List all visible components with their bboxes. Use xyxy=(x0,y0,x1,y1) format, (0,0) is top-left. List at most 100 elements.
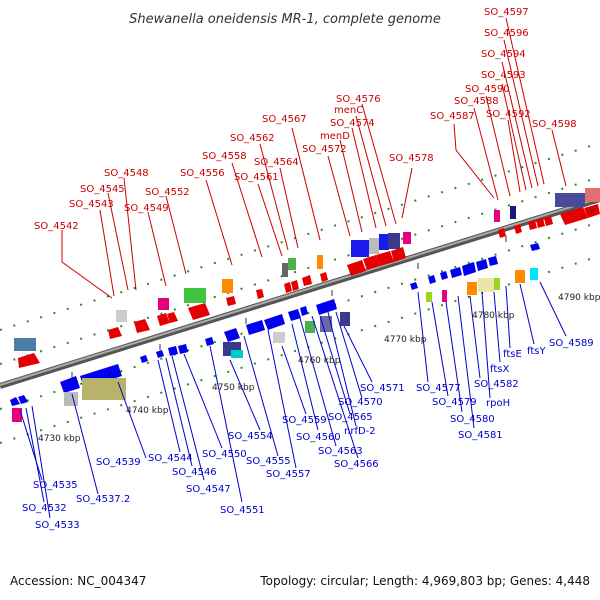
gene-label: SO_4576 xyxy=(336,94,381,105)
gene-block xyxy=(340,312,350,326)
gene-label: SO_4543 xyxy=(69,199,114,210)
gene-arrow xyxy=(156,350,164,358)
gene-arrow xyxy=(363,255,380,270)
gene-arrow xyxy=(410,282,418,290)
gene-block xyxy=(231,350,243,358)
gene-arrow xyxy=(347,260,366,276)
gene-label: SO_4551 xyxy=(220,505,265,516)
reverse-strand-genes xyxy=(10,243,540,422)
gene-block xyxy=(116,310,127,322)
gene-label: SO_4537.2 xyxy=(76,494,130,505)
gene-block xyxy=(317,255,323,269)
gene-arrow xyxy=(205,337,214,346)
gene-label: SO_4567 xyxy=(262,114,307,125)
gene-arrow xyxy=(256,289,264,299)
gene-label: SO_4550 xyxy=(202,449,247,460)
gene-arrow xyxy=(188,303,210,320)
map-title: Shewanella oneidensis MR-1, complete gen… xyxy=(129,12,441,27)
gene-label: SO_4560 xyxy=(296,432,341,443)
scale-ticks: 4730 kbp 4740 kbp 4750 kbp 4760 kbp 4770… xyxy=(38,209,600,444)
gene-label: SO_4577 xyxy=(416,383,461,394)
tick-label: 4740 kbp xyxy=(126,406,169,416)
gene-label: SO_4565 xyxy=(328,412,373,423)
gene-arrow xyxy=(391,247,406,262)
gene-block xyxy=(222,279,233,293)
gene-block xyxy=(379,234,389,250)
gene-label: SO_4566 xyxy=(334,459,379,470)
tick-label: 4770 kbp xyxy=(384,335,427,345)
tick-label: 4780 kbp xyxy=(472,311,515,321)
gene-arrow xyxy=(462,262,476,276)
gene-block xyxy=(530,268,538,280)
bottom-leader-lines xyxy=(19,281,567,519)
tick-label: 4730 kbp xyxy=(38,434,81,444)
gene-block xyxy=(14,338,36,351)
gene-block xyxy=(515,270,525,283)
gene-arrow xyxy=(226,296,236,306)
gene-arrow xyxy=(316,299,337,315)
genome-summary: Topology: circular; Length: 4,969,803 bp… xyxy=(260,574,590,588)
gene-label: nrfD-2 xyxy=(344,426,376,437)
gene-label: SO_4544 xyxy=(148,453,193,464)
gene-label: SO_4578 xyxy=(389,153,434,164)
gene-label: SO_4597 xyxy=(484,7,529,18)
gene-label: SO_4532 xyxy=(22,503,67,514)
gene-label: SO_4581 xyxy=(458,430,503,441)
gene-block xyxy=(442,290,447,302)
gene-label: menD xyxy=(320,131,350,142)
gene-block xyxy=(158,298,169,310)
gene-label: SO_4557 xyxy=(266,469,311,480)
gene-block xyxy=(288,258,296,270)
gene-label: SO_4593 xyxy=(481,70,526,81)
gene-arrow xyxy=(291,280,299,291)
gene-arrow xyxy=(428,275,436,284)
gene-arrow xyxy=(264,314,285,330)
gene-label: SO_4561 xyxy=(234,172,279,183)
gene-arrow xyxy=(10,397,20,406)
gene-label: SO_4564 xyxy=(254,157,299,168)
gene-arrow xyxy=(376,251,394,266)
gene-label: SO_4580 xyxy=(450,414,495,425)
gene-arrow xyxy=(498,228,506,238)
top-leader-lines xyxy=(61,17,567,299)
gene-block xyxy=(494,278,500,290)
gene-block xyxy=(351,240,369,257)
gene-label: ftsX xyxy=(490,364,509,375)
gene-block xyxy=(585,188,600,202)
gene-arrow xyxy=(178,344,188,354)
tick-label: 4750 kbp xyxy=(212,383,255,393)
gene-arrow xyxy=(288,309,301,321)
gene-label: SO_4545 xyxy=(80,184,125,195)
gene-label: SO_4548 xyxy=(104,168,149,179)
gene-label: ftsY xyxy=(527,346,546,357)
top-gene-labels: SO_4542 SO_4543 SO_4545 SO_4548 SO_4549 … xyxy=(34,7,577,232)
gene-label: SO_4570 xyxy=(338,397,383,408)
gene-label: SO_4587 xyxy=(430,111,475,122)
gene-block xyxy=(320,316,332,332)
gene-arrow xyxy=(224,328,240,342)
gene-label: SO_4539 xyxy=(96,457,141,468)
gene-arrow xyxy=(302,275,312,286)
gene-arrow xyxy=(167,312,178,323)
gene-arrow xyxy=(450,267,462,278)
tick-label: 4760 kbp xyxy=(298,356,341,366)
gene-block xyxy=(64,392,78,406)
gene-label: SO_4559 xyxy=(282,415,327,426)
gene-label: SO_4554 xyxy=(228,431,273,442)
gene-block xyxy=(494,210,500,222)
gene-label: SO_4588 xyxy=(454,96,499,107)
gene-arrow xyxy=(157,313,170,326)
gene-arrow xyxy=(18,395,28,404)
gene-label: SO_4562 xyxy=(230,133,275,144)
gene-block xyxy=(426,292,432,302)
gene-arrow xyxy=(476,259,488,271)
gene-arrow xyxy=(530,243,540,251)
gene-label: SO_4574 xyxy=(330,118,375,129)
gene-label: SO_4592 xyxy=(486,109,531,120)
gene-block xyxy=(510,206,516,219)
gene-label: SO_4590 xyxy=(465,84,510,95)
gene-arrow xyxy=(108,327,122,339)
gene-block xyxy=(467,282,477,295)
gene-block xyxy=(282,263,288,277)
